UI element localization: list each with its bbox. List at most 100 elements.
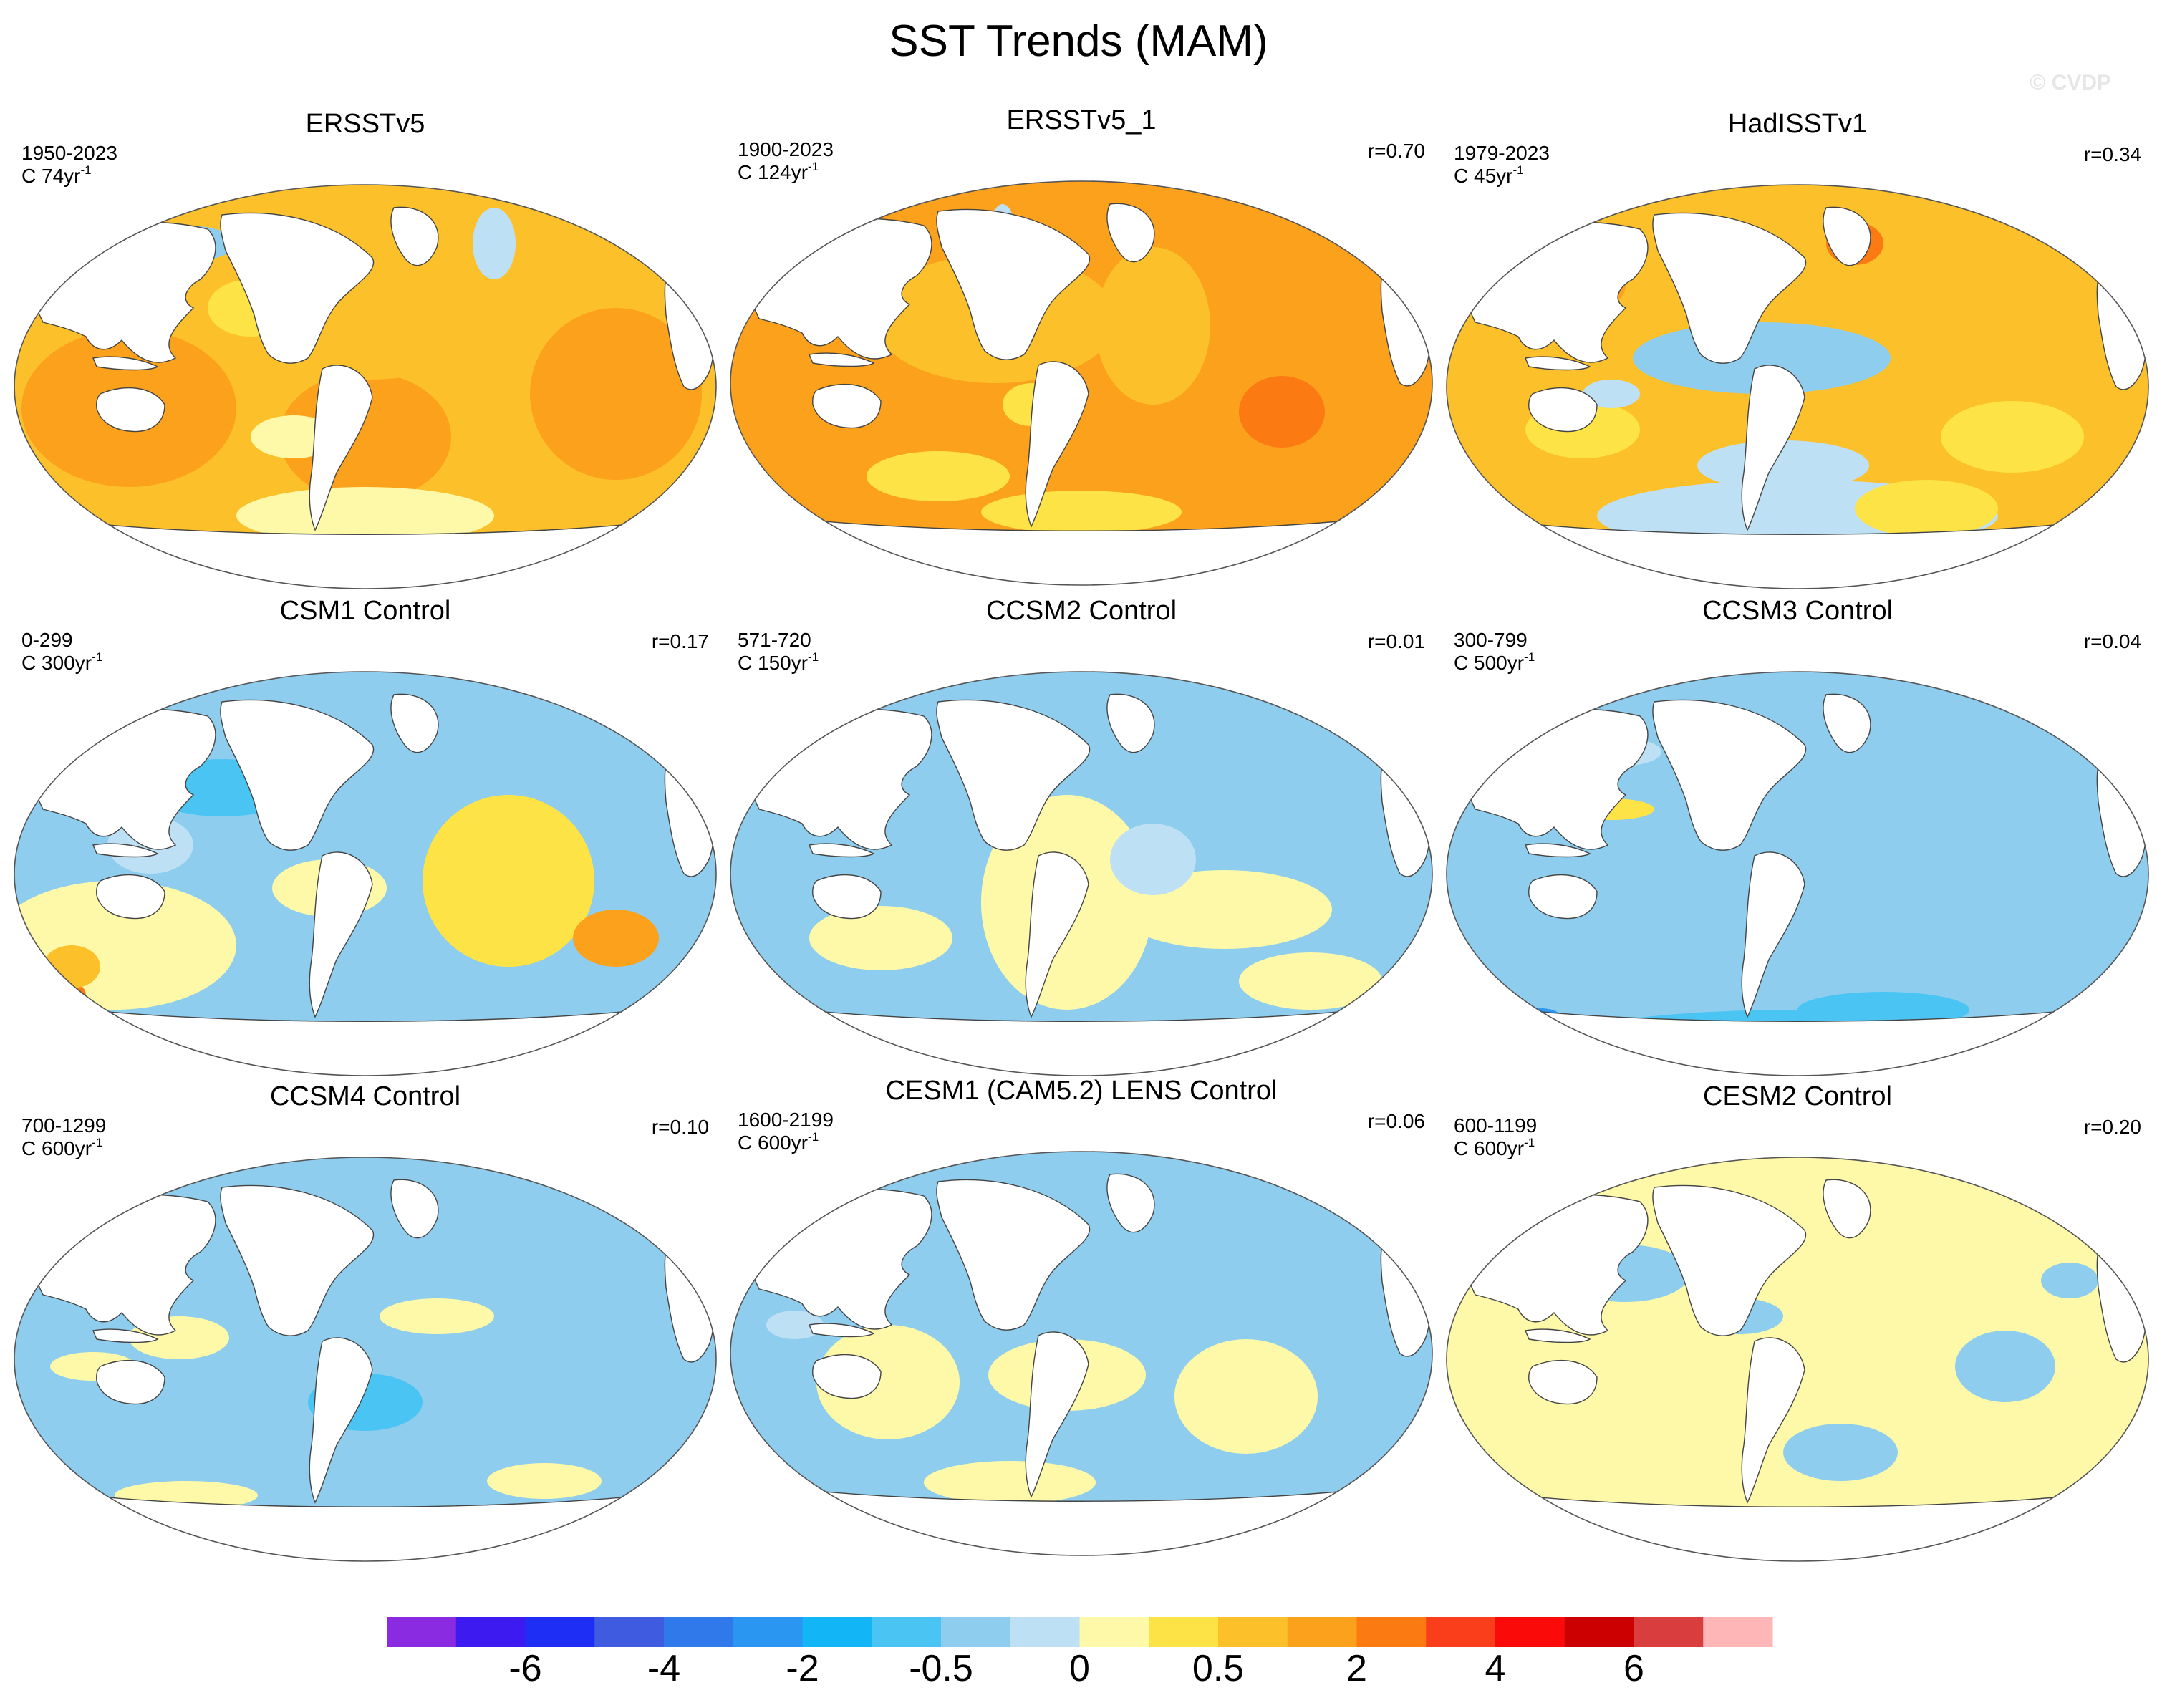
land-greenland (1823, 206, 1871, 266)
colorbar-tick-label: 0.5 (1192, 1648, 1245, 1689)
map-border (14, 184, 717, 589)
panel-period: 1950-2023 (21, 142, 117, 164)
trend-region (766, 1311, 824, 1339)
land-greenland (390, 206, 439, 266)
panel-period: 700-1299 (21, 1114, 107, 1137)
panel-title: CCSM4 Control (269, 1081, 461, 1111)
land-australia (1528, 387, 1598, 433)
land-greenland (1106, 203, 1155, 263)
map-panel-ersstv5-1: ERSSTv5_1 1900-2023 C 124yr-1 r=0.70 (723, 104, 1439, 591)
colorbar-tick-label: 0 (1069, 1648, 1090, 1689)
panel-correlation: r=0.17 (651, 630, 709, 652)
sst-trend-map (730, 671, 1433, 1076)
land-indonesia (809, 352, 875, 367)
land-australia (1528, 1359, 1598, 1405)
map-border (1446, 671, 2149, 1076)
panel-period: 1979-2023 (1454, 142, 1550, 164)
land-north-america (220, 1184, 375, 1336)
land-south-america (309, 851, 373, 1018)
map-panel-ccsm2-control: CCSM2 Control 571-720 C 150yr-1 r=0.01 (723, 594, 1439, 1081)
map-panel-ccsm4-control: CCSM4 Control 700-1299 C 600yr-1 r=0.10 (7, 1080, 723, 1567)
colorbar-swatch (1010, 1617, 1080, 1647)
map-panel-cesm1-lens-control: CESM1 (CAM5.2) LENS Control 1600-2199 C … (723, 1074, 1439, 1561)
map-panel-hadisstv1: HadISSTv1 1979-2023 C 45yr-1 r=0.34 (1439, 107, 2156, 594)
panel-correlation: r=0.20 (2083, 1116, 2141, 1138)
land-australia (96, 387, 165, 433)
land-australia (812, 874, 882, 920)
panel-period: 300-799 (1454, 629, 1528, 651)
land-north-america (220, 212, 375, 364)
trend-region (1174, 1339, 1318, 1454)
trend-region (1783, 1424, 1898, 1481)
trend-region (981, 491, 1182, 534)
trend-region (2041, 1263, 2098, 1298)
land-indonesia (92, 1328, 159, 1343)
colorbar-tick-label: 6 (1623, 1648, 1644, 1689)
map-panel-cesm2-control: CESM2 Control 600-1199 C 600yr-1 r=0.20 (1439, 1080, 2156, 1567)
land-indonesia (92, 356, 159, 371)
land-indonesia (1525, 1328, 1591, 1343)
panel-scale: C 74yr-1 (21, 163, 92, 187)
map-border (730, 1151, 1433, 1556)
sst-trend-map (1446, 184, 2149, 589)
panel-title: ERSSTv5 (305, 109, 425, 139)
trend-region (1941, 401, 2084, 473)
sst-trend-map (1446, 671, 2149, 1076)
colorbar-swatch (525, 1617, 595, 1647)
land-greenland (390, 693, 439, 753)
panel-title: CCSM3 Control (1702, 596, 1893, 626)
trend-region (423, 795, 594, 967)
colorbar-swatch (1495, 1617, 1565, 1647)
map-panel-ccsm3-control: CCSM3 Control 300-799 C 500yr-1 r=0.04 (1439, 594, 2156, 1081)
land-south-america (1741, 365, 1805, 531)
map-border (14, 671, 717, 1076)
map-border (730, 180, 1433, 586)
colorbar-swatch (1634, 1617, 1704, 1647)
colorbar-swatch (1703, 1617, 1773, 1647)
colorbar-swatch (594, 1617, 665, 1647)
trend-region (1583, 380, 1640, 408)
land-south-america (1025, 851, 1089, 1018)
map-border (730, 671, 1433, 1076)
colorbar-swatch (1149, 1617, 1219, 1647)
sst-trend-map (730, 180, 1433, 586)
colorbar-swatch (872, 1617, 942, 1647)
map-border (1446, 184, 2149, 589)
panel-title: HadISSTv1 (1727, 109, 1868, 139)
panel-period: 0-299 (21, 629, 73, 651)
map-border (1446, 1157, 2149, 1562)
land-south-america (309, 1337, 373, 1504)
trend-region (1798, 992, 1969, 1028)
land-australia (812, 1354, 882, 1399)
land-greenland (1106, 693, 1155, 753)
trend-region (924, 1461, 1096, 1504)
land-australia (1528, 874, 1598, 920)
land-indonesia (809, 1323, 875, 1338)
land-indonesia (92, 843, 159, 858)
cvdp-watermark: © CVDP (2030, 71, 2111, 95)
land-south-america (1025, 361, 1089, 528)
land-north-america (1652, 1184, 1807, 1336)
trend-region (573, 910, 659, 967)
panel-correlation: r=0.34 (2083, 143, 2141, 165)
trend-region (43, 945, 100, 988)
colorbar-swatch (1426, 1617, 1496, 1647)
trend-region (816, 1325, 960, 1439)
panel-period: 1600-2199 (738, 1109, 834, 1131)
colorbar-swatch (387, 1617, 457, 1647)
land-north-america (936, 208, 1091, 360)
panel-correlation: r=0.04 (2083, 630, 2141, 652)
trend-region (1955, 1331, 2055, 1402)
colorbar-tick-label: -2 (786, 1648, 819, 1689)
land-south-america (309, 365, 373, 531)
land-australia (96, 1359, 165, 1405)
map-panel-ersstv5: ERSSTv5 1950-2023 C 74yr-1 (7, 107, 723, 594)
panel-period: 600-1199 (1454, 1114, 1538, 1137)
trend-region (1110, 824, 1196, 895)
land-indonesia (809, 843, 875, 858)
panel-title: CSM1 Control (279, 596, 451, 626)
colorbar-labels: -6 -4 -2 -0.5 0 0.5 2 4 6 (0, 1647, 2157, 1697)
panel-title: CCSM2 Control (985, 596, 1177, 626)
figure-title: SST Trends (MAM) (889, 16, 1268, 66)
panel-correlation: r=0.01 (1367, 630, 1425, 652)
